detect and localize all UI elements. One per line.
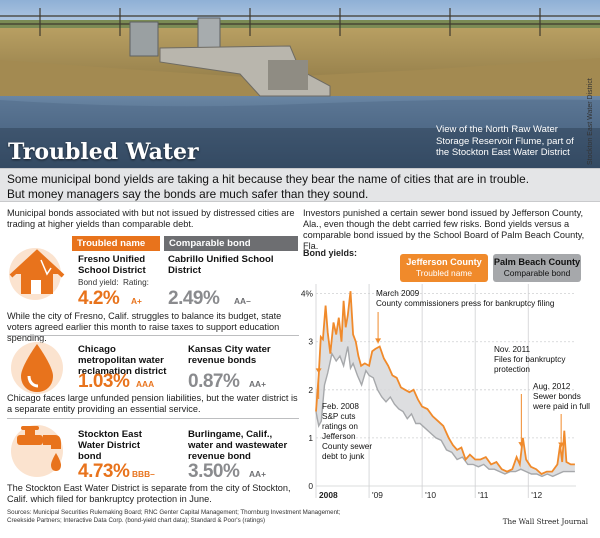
comparable-bond-name: Burlingame, Calif., water and wastewater… <box>188 429 288 462</box>
x-tick-label: '12 <box>531 490 542 500</box>
palm-beach-county-line <box>315 346 575 478</box>
annotation-text: debt to junk <box>322 452 365 461</box>
troubled-yield: 1.03% <box>78 371 130 392</box>
y-tick-label: 1 <box>308 433 313 443</box>
troubled-rating: AAA <box>136 379 155 389</box>
legend-palm-beach-county: Palm Beach County Comparable bond <box>493 254 581 282</box>
legend-series-sub: Troubled name <box>415 268 473 278</box>
reservoir-flume-photo <box>0 0 600 168</box>
bond-yields-label: Bond yields: <box>303 248 358 258</box>
annotation-text: protection <box>494 365 530 374</box>
annotation-marker <box>375 338 382 344</box>
annotation-marker <box>558 442 565 448</box>
sources-line-2: Creekside Partners; Interactive Data Cor… <box>7 517 266 524</box>
annotation-text: Feb. 2008 <box>322 402 359 411</box>
troubled-bond-name: Stockton East Water District bond <box>78 429 142 462</box>
annotation-text: Aug. 2012 <box>533 382 571 391</box>
sources-note: Sources: Municipal Securities Rulemaking… <box>7 509 437 525</box>
right-intro-text: Investors punished a certain sewer bond … <box>303 208 585 251</box>
legend-series-name: Palm Beach County <box>493 257 581 267</box>
legend-jefferson-county: Jefferson County Troubled name <box>400 254 488 282</box>
troubled-yield: 4.2% <box>78 288 120 309</box>
troubled-rating: A+ <box>131 296 142 306</box>
annotation-text: ratings on <box>322 422 358 431</box>
y-tick-label: 0 <box>308 481 313 491</box>
row-divider <box>7 335 299 336</box>
y-tick-label: 2 <box>308 385 313 395</box>
annotation-text: County commissioners press for bankruptc… <box>376 299 555 308</box>
annotation-text: March 2009 <box>376 289 420 298</box>
annotation-text: S&P cuts <box>322 412 356 421</box>
y-tick-label: 3 <box>308 337 313 347</box>
left-intro-text: Municipal bonds associated with but not … <box>7 208 295 229</box>
annotation-text: County sewer <box>322 442 372 451</box>
intro-band: Some municipal bond yields are taking a … <box>0 168 600 202</box>
annotation-text: Nov. 2011 <box>494 345 531 354</box>
x-tick-label: '11 <box>478 490 489 500</box>
comparable-bond-header: Comparable bond <box>164 236 298 251</box>
annotation-marker <box>315 368 322 374</box>
photo-credit: Stockton East Water District <box>587 78 594 165</box>
rating-label: Rating: <box>123 278 149 287</box>
photo-caption: View of the North Raw Water Storage Rese… <box>436 124 574 158</box>
annotation-text: were paid in full <box>532 402 590 411</box>
house-icon <box>7 240 67 300</box>
legend-series-sub: Comparable bond <box>503 268 571 278</box>
row-note: Chicago faces large unfunded pension lia… <box>7 393 298 414</box>
annotation-marker <box>518 442 525 448</box>
comparable-yield: 3.50% <box>188 461 240 482</box>
intro-text-line-1: Some municipal bond yields are taking a … <box>7 172 529 186</box>
legend-series-name: Jefferson County <box>406 257 482 267</box>
troubled-bond-name: Chicago metropolitan water reclamation d… <box>78 344 167 377</box>
x-tick-label: '09 <box>372 490 383 500</box>
annotation-text: Files for bankruptcy <box>494 355 566 364</box>
annotation-text: Jefferson <box>322 432 356 441</box>
comparable-yield: 0.87% <box>188 371 240 392</box>
annotation-text: Sewer bonds <box>533 392 581 401</box>
y-tick-label: 4% <box>301 289 314 299</box>
x-tick-label: 2008 <box>319 490 338 500</box>
comparable-yield: 2.49% <box>168 288 220 309</box>
faucet-icon <box>7 421 67 481</box>
row-divider <box>7 418 299 419</box>
spread-area <box>316 291 575 477</box>
sources-line-1: Sources: Municipal Securities Rulemaking… <box>7 509 341 516</box>
comparable-bond-name: Cabrillo Unified School District <box>168 254 274 276</box>
troubled-name-header: Troubled name <box>72 236 160 251</box>
troubled-bond-name: Fresno Unified School District <box>78 254 146 276</box>
intro-text-line-2: But money managers say the bonds are muc… <box>7 187 369 201</box>
comparable-rating: AA– <box>234 296 251 306</box>
comparable-bond-name: Kansas City water revenue bonds <box>188 344 271 366</box>
troubled-rating: BBB– <box>132 469 155 479</box>
row-note: While the city of Fresno, Calif. struggl… <box>7 311 282 343</box>
publisher-credit: The Wall Street Journal <box>502 517 588 526</box>
troubled-yield: 4.73% <box>78 461 130 482</box>
comparable-rating: AA+ <box>249 379 266 389</box>
water-drop-icon <box>7 338 67 398</box>
jefferson-county-line <box>315 291 575 476</box>
hero-photo <box>0 0 600 168</box>
x-tick-label: '10 <box>425 490 436 500</box>
bond-yield-label: Bond yield: <box>78 278 119 287</box>
row-note: The Stockton East Water District is sepa… <box>7 483 291 504</box>
comparable-rating: AA+ <box>249 469 266 479</box>
hero-title: Troubled Water <box>8 139 199 165</box>
